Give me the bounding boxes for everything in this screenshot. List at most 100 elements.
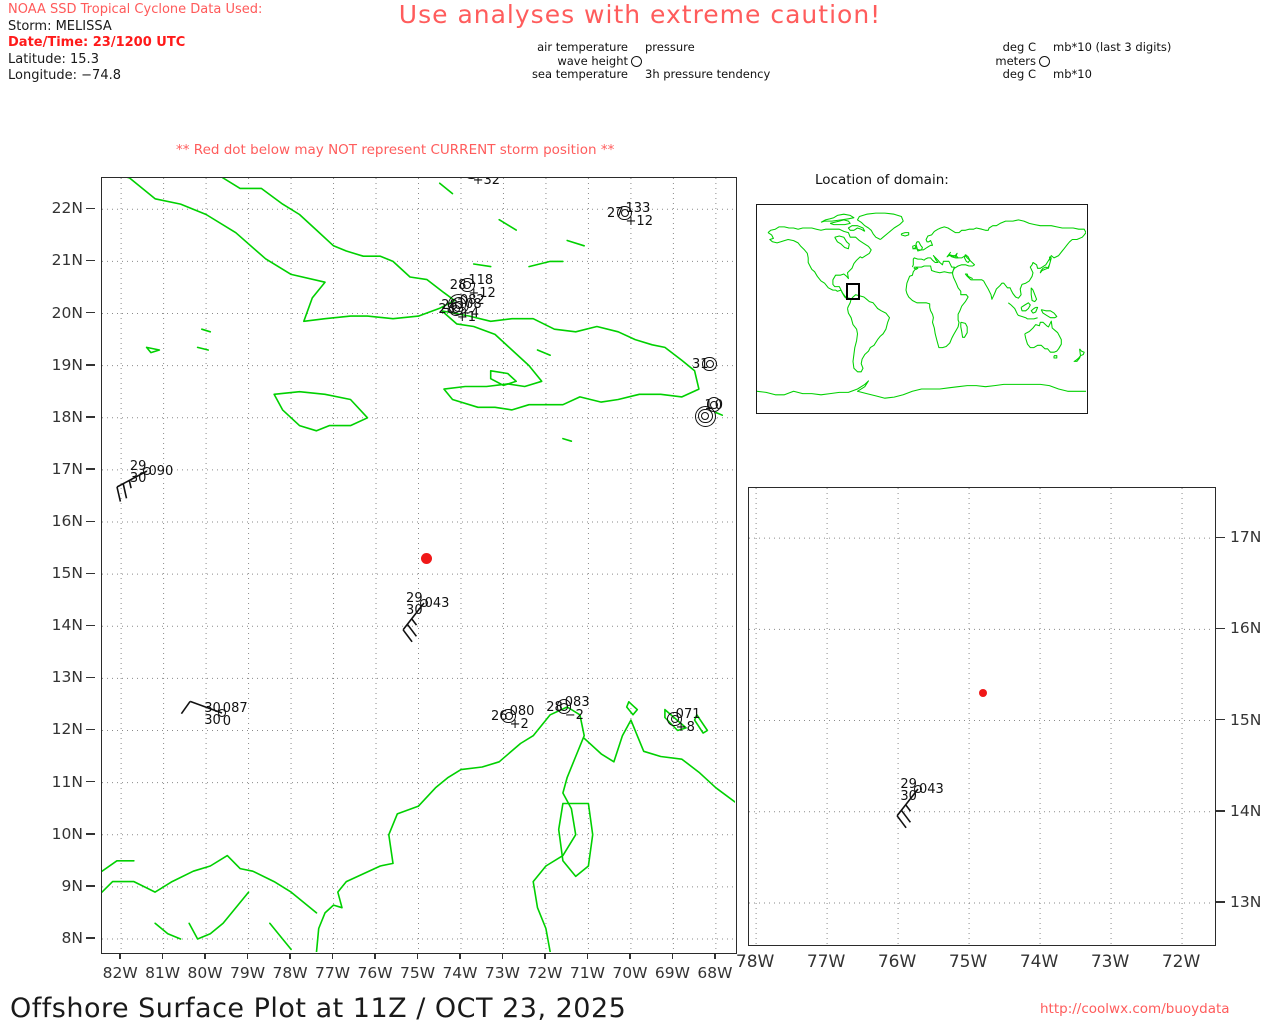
x-tick-mark [501, 954, 504, 959]
legend-units-degc-1: deg C [1002, 40, 1036, 54]
station-circle-icon [448, 301, 464, 317]
station-pressure: 0 [714, 397, 724, 413]
y-tick-14n: 14N [51, 616, 83, 635]
station-circle-icon [501, 708, 516, 724]
station-circle-icon [1039, 55, 1050, 67]
x-tick-82w: 82W [102, 964, 138, 982]
legend-right: deg C mb*10 (last 3 digits) meters deg C… [990, 40, 1172, 82]
legend-units-mb10-digits: mb*10 (last 3 digits) [1053, 40, 1172, 54]
station-pressure: 071 [675, 707, 701, 723]
wind-barb-icon [116, 470, 148, 503]
x-tick-mark [586, 954, 589, 959]
station-air-temperature: 1 [704, 397, 713, 413]
main-map-y-axis: 22N 21N 20N 19N 18N 17N 16N 15N 14N 13N 12N 11N 10N 9… [0, 177, 95, 954]
main-map-panel[interactable]: +32 27 133 +12 28 118 +12 28 082 +4 28 108 +1 31 1 0 29 3… [101, 177, 737, 954]
zoom-y-tick-14n: 14N [1230, 801, 1262, 820]
legend-sea-temperature-label: sea temperature [531, 67, 628, 81]
station-circle-icon [702, 356, 717, 372]
y-tick-mark [86, 937, 95, 939]
legend-air-temperature-label: air temperature [537, 40, 628, 54]
legend-units-degc-2: deg C [1002, 67, 1036, 81]
x-tick-mark [331, 954, 334, 959]
zoom-y-tick-13n: 13N [1230, 892, 1262, 911]
zoom-map-panel[interactable]: 29 30 043 [748, 487, 1216, 946]
station-circle-icon [617, 205, 632, 221]
y-tick-8n: 8N [61, 928, 83, 947]
caution-banner: Use analyses with extreme caution! [398, 0, 882, 29]
station-circle-icon [667, 711, 682, 727]
header-info-block: NOAA SSD Tropical Cyclone Data Used: Sto… [8, 2, 428, 85]
wind-barb-icon [896, 788, 919, 829]
x-tick-mark [714, 954, 716, 959]
y-tick-mark [86, 312, 95, 314]
y-tick-mark [86, 728, 95, 731]
y-tick-21n: 21N [51, 251, 83, 270]
x-tick-69w: 69W [654, 964, 690, 982]
x-tick-mark [459, 954, 461, 959]
station-pressure-tendency: +12 [625, 213, 653, 229]
storm-position-dot [979, 689, 988, 698]
zoom-x-tick-76w: 76W [877, 952, 917, 972]
y-tick-mark [86, 885, 95, 887]
station-circle-icon [913, 784, 922, 793]
x-tick-72w: 72W [527, 964, 563, 982]
station-pressure-tendency: +2 [509, 716, 529, 732]
x-tick-76w: 76W [357, 964, 393, 982]
zoom-y-tick-mark [1216, 810, 1225, 812]
x-tick-77w: 77W [315, 964, 351, 982]
station-pressure: 087 [222, 701, 248, 717]
world-coastlines [757, 212, 1087, 399]
x-tick-74w: 74W [442, 964, 478, 982]
station-circle-icon [217, 709, 226, 718]
station-pressure: 118 [468, 272, 494, 288]
zoom-y-tick-mark [1216, 627, 1225, 630]
station-air-temperature: 31 [691, 357, 709, 373]
storm-position-dot [421, 552, 433, 564]
station-pressure: 043 [918, 781, 944, 797]
station-air-temperature: 28 [546, 699, 563, 715]
station-pressure-tendency: −2 [564, 707, 584, 723]
y-tick-mark [86, 259, 95, 262]
y-tick-10n: 10N [51, 824, 83, 843]
station-pressure: 090 [148, 464, 174, 480]
station-circle-icon [143, 467, 152, 476]
x-tick-78w: 78W [272, 964, 308, 982]
station-sea-temperature: 30 [406, 603, 423, 619]
x-tick-mark [246, 954, 249, 959]
x-tick-70w: 70W [612, 964, 648, 982]
y-tick-18n: 18N [51, 407, 83, 426]
x-tick-mark [161, 954, 164, 959]
x-tick-79w: 79W [230, 964, 266, 982]
station-pressure: 108 [456, 296, 482, 312]
x-tick-mark [119, 954, 121, 959]
zoom-x-tick-77w: 77W [806, 952, 846, 972]
zoom-y-tick-mark [1216, 536, 1225, 539]
station-pressure-tendency: +8 [675, 720, 695, 736]
x-tick-81w: 81W [145, 964, 181, 982]
zoom-y-tick-16n: 16N [1230, 619, 1262, 638]
footer-url[interactable]: http://coolwx.com/buoydata [1040, 1001, 1230, 1017]
station-sea-temperature: 30 [129, 471, 147, 487]
station-pressure: 082 [459, 292, 485, 308]
x-tick-mark [544, 954, 546, 959]
y-tick-17n: 17N [51, 459, 83, 478]
station-pressure-tendency: +1 [456, 309, 477, 325]
x-tick-mark [671, 954, 674, 959]
footer-title: Offshore Surface Plot at 11Z / OCT 23, 2… [10, 993, 627, 1024]
y-tick-9n: 9N [61, 876, 83, 895]
zoom-y-tick-mark [1216, 719, 1225, 721]
legend-left: air temperature pressure wave height sea… [520, 40, 770, 82]
station-circle-icon [460, 277, 475, 293]
station-air-temperature: 29 [900, 776, 917, 792]
y-tick-mark [86, 207, 95, 210]
wind-barb-icon [180, 700, 223, 715]
station-sea-temperature: 30 [204, 713, 221, 729]
main-map-x-axis: 82W 81W 80W 79W 78W 77W 76W 75W 74W 73W 72W 71W 70W 6… [101, 954, 741, 988]
header-longitude: Longitude: −74.8 [8, 68, 122, 83]
x-tick-71w: 71W [569, 964, 605, 982]
station-circle-icon [556, 699, 572, 714]
station-circle-icon [694, 405, 716, 427]
station-air-temperature: 29 [406, 591, 423, 607]
station-pressure: 043 [424, 596, 450, 612]
zoom-map-x-axis: 78W 77W 76W 75W 74W 73W 72W [736, 948, 1228, 978]
